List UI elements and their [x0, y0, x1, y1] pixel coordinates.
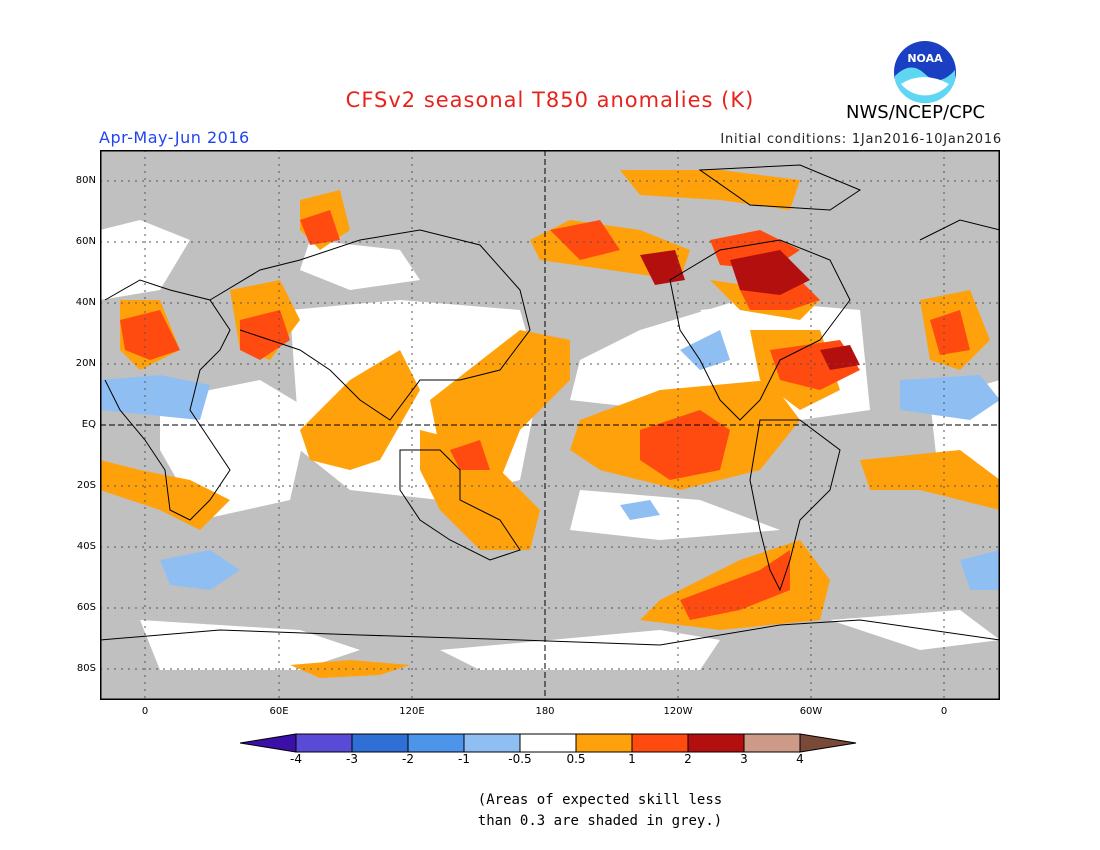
lon-label-0-east: 0: [940, 706, 948, 717]
colorbar-segment: [295, 733, 353, 753]
lat-label-60s: 60S: [76, 602, 96, 613]
colorbar-segment: [407, 733, 465, 753]
colorbar-label-neg3: -3: [346, 752, 358, 766]
colorbar-label-neg2: -2: [402, 752, 414, 766]
lon-label-60e: 60E: [269, 706, 289, 717]
lat-label-20s: 20S: [76, 480, 96, 491]
colorbar-segment: [743, 733, 801, 753]
noaa-logo-icon: NOAA: [894, 41, 956, 104]
colorbar-segment: [687, 733, 745, 753]
colorbar-label-neg4: -4: [290, 752, 302, 766]
lat-label-60n: 60N: [75, 236, 96, 247]
lat-label-40n: 40N: [75, 297, 96, 308]
season-label: Apr-May-Jun 2016: [99, 128, 250, 147]
lat-label-20n: 20N: [75, 358, 96, 369]
colorbar-segment: [351, 733, 409, 753]
lat-label-80n: 80N: [75, 175, 96, 186]
lon-label-180: 180: [535, 706, 555, 717]
colorbar-label-2: 2: [684, 752, 692, 766]
colorbar-label-neg05: -0.5: [508, 752, 532, 766]
lon-label-0-west: 0: [141, 706, 149, 717]
colorbar-segment: [519, 733, 577, 753]
anomaly-map: [100, 150, 1000, 700]
lat-label-40s: 40S: [76, 541, 96, 552]
lat-label-80s: 80S: [76, 663, 96, 674]
lon-label-120w: 120W: [663, 706, 693, 717]
colorbar-segment: [799, 733, 857, 753]
map-title: CFSv2 seasonal T850 anomalies (K): [345, 88, 755, 112]
colorbar-segment: [631, 733, 689, 753]
skill-note-line1: (Areas of expected skill less: [477, 792, 723, 808]
lon-label-120e: 120E: [399, 706, 425, 717]
colorbar-segment: [575, 733, 633, 753]
agency-label: NWS/NCEP/CPC: [846, 102, 986, 123]
colorbar-label-1: 1: [628, 752, 636, 766]
colorbar-label-3: 3: [740, 752, 748, 766]
colorbar-label-05: 0.5: [566, 752, 586, 766]
lat-label-eq: EQ: [81, 419, 96, 430]
svg-text:NOAA: NOAA: [907, 52, 943, 65]
skill-note-line2: than 0.3 are shaded in grey.): [477, 813, 723, 829]
colorbar-segment: [240, 733, 297, 753]
colorbar-label-neg1: -1: [458, 752, 470, 766]
colorbar-label-4: 4: [796, 752, 804, 766]
colorbar-segment: [463, 733, 521, 753]
skill-note: (Areas of expected skill less than 0.3 a…: [420, 790, 780, 832]
initial-conditions-label: Initial conditions: 1Jan2016-10Jan2016: [720, 132, 1002, 147]
colorbar: [240, 733, 857, 753]
lon-label-60w: 60W: [799, 706, 823, 717]
